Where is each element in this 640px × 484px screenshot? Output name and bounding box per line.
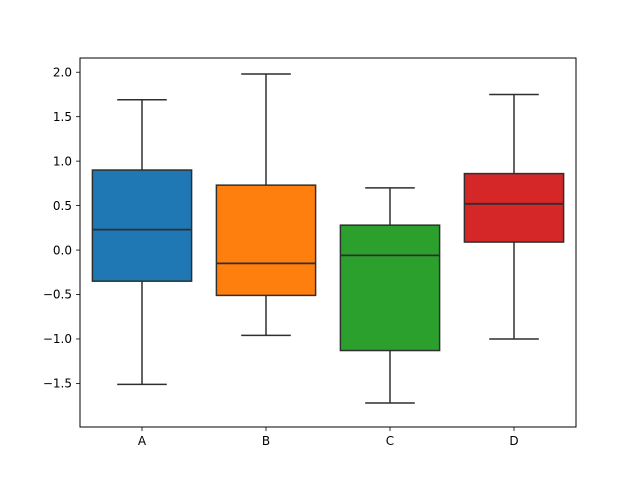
box-C [339, 187, 441, 404]
axes-frame [79, 57, 577, 428]
iqr-box [91, 169, 193, 282]
y-tick-label: 0.0 [53, 243, 72, 257]
y-tick-label: −1.5 [43, 377, 72, 391]
iqr-box [463, 172, 565, 243]
y-tick-label: −0.5 [43, 288, 72, 302]
iqr-box [339, 224, 441, 352]
x-tick-label: C [386, 434, 394, 448]
x-tick-label: B [262, 434, 270, 448]
y-tick-label: −1.0 [43, 332, 72, 346]
y-tick-label: 2.0 [53, 65, 72, 79]
y-tick-label: 1.0 [53, 154, 72, 168]
box-D [463, 93, 565, 340]
iqr-box [215, 184, 317, 297]
y-tick-label: 1.5 [53, 110, 72, 124]
y-tick-label: 0.5 [53, 199, 72, 213]
box-A [91, 99, 193, 386]
x-tick-label: D [509, 434, 518, 448]
box-B [215, 73, 317, 337]
x-tick-label: A [138, 434, 147, 448]
